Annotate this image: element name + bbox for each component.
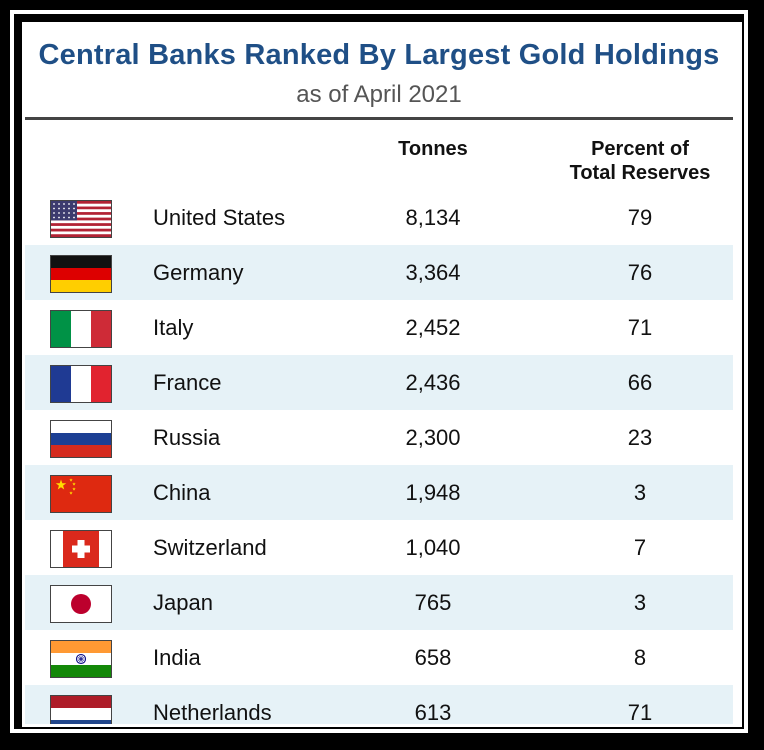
percent-value: 8: [633, 645, 647, 670]
germany-flag-icon: [50, 255, 112, 293]
percent-value: 3: [633, 590, 647, 615]
percent-value: 79: [627, 205, 653, 230]
percent-value: 3: [633, 480, 647, 505]
tonnes-value: 658: [414, 645, 452, 670]
table-row: Switzerland 1,040 7: [25, 520, 733, 575]
china-flag-icon: [50, 475, 112, 513]
country-name: Netherlands: [153, 700, 272, 725]
percent-value: 71: [627, 700, 653, 725]
italy-flag-icon: [50, 310, 112, 348]
percent-value: 66: [627, 370, 653, 395]
tonnes-value: 1,948: [405, 480, 461, 505]
country-name: France: [153, 370, 222, 395]
column-header-percent-line2: Total Reserves: [569, 162, 711, 184]
table-row: Germany 3,364 76: [25, 245, 733, 300]
netherlands-flag-icon: [50, 695, 112, 724]
table-row: Netherlands 613 71: [25, 685, 733, 725]
percent-value: 7: [633, 535, 647, 560]
tonnes-value: 765: [414, 590, 452, 615]
column-header-tonnes: Tonnes: [373, 137, 493, 161]
percent-value: 23: [627, 425, 653, 450]
percent-value: 71: [627, 315, 653, 340]
tonnes-value: 3,364: [405, 260, 461, 285]
country-name: Germany: [153, 260, 244, 285]
table-row: India 658 8: [25, 630, 733, 685]
russia-flag-icon: [50, 420, 112, 458]
france-flag-icon: [50, 365, 112, 403]
us-flag-icon: [50, 200, 112, 238]
table-row: Japan 765 3: [25, 575, 733, 630]
table-card: Central Banks Ranked By Largest Gold Hol…: [22, 22, 742, 727]
country-name: India: [153, 645, 201, 670]
country-name: United States: [153, 205, 286, 230]
country-name: Italy: [153, 315, 194, 340]
switzerland-flag-icon: [50, 530, 112, 568]
tonnes-value: 1,040: [405, 535, 461, 560]
tonnes-value: 8,134: [405, 205, 461, 230]
title-divider: [25, 117, 733, 120]
japan-flag-icon: [50, 585, 112, 623]
india-flag-icon: [50, 640, 112, 678]
table-body: United States 8,134 79 Germany 3,364 76 Italy 2…: [25, 190, 733, 725]
tonnes-value: 2,436: [405, 370, 461, 395]
country-name: China: [153, 480, 211, 505]
chart-subtitle: as of April 2021: [296, 81, 462, 108]
country-name: Russia: [153, 425, 221, 450]
table-row: Italy 2,452 71: [25, 300, 733, 355]
column-header-tonnes-label: Tonnes: [398, 138, 468, 160]
country-name: Switzerland: [153, 535, 267, 560]
country-name: Japan: [153, 590, 213, 615]
table-row: China 1,948 3: [25, 465, 733, 520]
tonnes-value: 613: [414, 700, 452, 725]
tonnes-value: 2,452: [405, 315, 461, 340]
table-row: France 2,436 66: [25, 355, 733, 410]
tonnes-value: 2,300: [405, 425, 461, 450]
percent-value: 76: [627, 260, 653, 285]
column-header-percent: Percent of Total Reserves: [555, 137, 725, 185]
chart-title: Central Banks Ranked By Largest Gold Hol…: [38, 39, 720, 71]
column-header-percent-line1: Percent of: [591, 138, 689, 160]
table-row: United States 8,134 79: [25, 190, 733, 245]
table-row: Russia 2,300 23: [25, 410, 733, 465]
outer-frame: Central Banks Ranked By Largest Gold Hol…: [10, 10, 748, 733]
